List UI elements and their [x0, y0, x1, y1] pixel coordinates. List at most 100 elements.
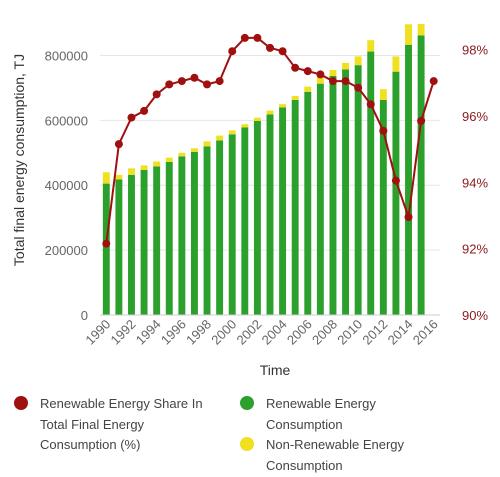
legend: Renewable Energy Share In Total Final Ene…: [0, 388, 500, 477]
y-left-tick-label: 200000: [45, 243, 88, 258]
legend-item[interactable]: Renewable Energy Consumption: [240, 394, 376, 435]
share-point: [102, 239, 111, 248]
share-point: [177, 77, 186, 86]
bar-series: [102, 23, 425, 316]
bar-renewable: [405, 44, 412, 315]
share-point: [165, 80, 174, 89]
share-point: [203, 80, 212, 89]
bar-non-renewable: [128, 168, 135, 175]
legend-label: Renewable Energy Consumption: [266, 394, 376, 435]
share-point: [278, 47, 287, 56]
bar-non-renewable: [153, 161, 161, 167]
bar-non-renewable: [178, 152, 186, 157]
bar-renewable: [228, 134, 236, 315]
share-point: [417, 116, 426, 125]
bar-renewable: [316, 83, 324, 315]
y-right-tick-label: 90%: [462, 308, 488, 323]
bar-renewable: [304, 91, 312, 315]
bar-non-renewable: [228, 130, 236, 135]
legend-label-line: Consumption: [266, 416, 343, 432]
x-tick-label: 2006: [284, 317, 315, 348]
bar-renewable: [102, 183, 110, 315]
legend-label: Non-Renewable Energy Consumption: [266, 435, 404, 476]
share-point: [266, 43, 274, 52]
share-point: [391, 176, 400, 185]
bar-renewable: [253, 120, 261, 315]
line-series: [102, 33, 438, 248]
bar-non-renewable: [291, 96, 299, 100]
bar-renewable: [392, 71, 400, 316]
bar-renewable: [128, 174, 135, 315]
bar-non-renewable: [165, 157, 173, 162]
bar-non-renewable: [216, 135, 224, 141]
bar-non-renewable: [367, 40, 375, 52]
bar-renewable: [367, 51, 375, 315]
bar-non-renewable: [316, 77, 324, 84]
legend-item[interactable]: Renewable Energy Share In Total Final Ene…: [14, 394, 203, 456]
bar-renewable: [354, 65, 362, 315]
bar-renewable: [329, 75, 337, 315]
y-left-tick-label: 400000: [45, 178, 88, 193]
share-point: [240, 33, 249, 42]
x-tick-label: 2010: [334, 317, 365, 348]
share-point: [379, 126, 388, 135]
bar-renewable: [153, 166, 161, 315]
combo-chart: 0 200000 400000 600000 800000 90% 92% 94% 96% 98%…: [11, 23, 488, 378]
share-point: [354, 83, 363, 92]
legend-label-line: Consumption (%): [40, 437, 141, 452]
share-point: [341, 77, 350, 86]
bar-renewable: [241, 127, 249, 316]
x-tick-label: 2014: [385, 317, 416, 348]
legend-label-line: Non-Renewable Energy: [266, 437, 405, 452]
y-right-tick-label: 98%: [462, 43, 488, 58]
y-right-tick-label: 94%: [462, 175, 488, 190]
share-point: [140, 106, 149, 115]
bar-renewable: [165, 161, 173, 315]
legend-item[interactable]: Non-Renewable Energy Consumption: [240, 435, 404, 476]
legend-label-line: Renewable Energy Share In: [40, 396, 203, 411]
bar-non-renewable: [241, 124, 249, 128]
share-point: [215, 77, 224, 86]
x-tick-label: 1996: [158, 317, 189, 348]
bar-renewable: [379, 99, 387, 315]
bar-renewable: [266, 114, 274, 315]
legend-label-line: Renewable Energy: [266, 396, 376, 411]
share-point: [366, 100, 375, 109]
bar-non-renewable: [140, 165, 148, 170]
share-point: [114, 140, 123, 149]
x-tick-label: 2008: [309, 317, 340, 348]
legend-label-line: Consumption: [266, 457, 343, 473]
bar-non-renewable: [115, 174, 123, 180]
share-point: [316, 70, 325, 79]
bar-non-renewable: [102, 172, 110, 184]
share-point: [328, 77, 337, 86]
y-right-tick-label: 92%: [462, 242, 488, 257]
bar-renewable: [140, 169, 148, 315]
x-tick-label: 1998: [183, 317, 214, 348]
bar-renewable: [190, 151, 198, 315]
x-tick-label: 1994: [133, 317, 164, 348]
y-axis-title: Total final energy consumption, TJ: [11, 54, 27, 266]
share-point: [291, 63, 300, 72]
legend-marker: [240, 396, 254, 410]
bar-non-renewable: [304, 86, 312, 92]
bar-renewable: [342, 69, 350, 315]
bar-renewable: [279, 107, 287, 315]
bar-non-renewable: [266, 110, 274, 115]
bar-non-renewable: [417, 23, 425, 36]
x-tick-label: 2012: [359, 317, 390, 348]
bar-non-renewable: [354, 56, 362, 66]
legend-marker: [240, 437, 254, 451]
x-tick-label: 2000: [208, 317, 239, 348]
bar-non-renewable: [190, 148, 198, 152]
share-point: [429, 77, 438, 86]
y-right-tick-label: 96%: [462, 109, 488, 124]
x-tick-label: 2016: [410, 317, 441, 348]
bar-non-renewable: [203, 141, 211, 147]
bar-renewable: [178, 156, 186, 315]
bar-renewable: [417, 35, 425, 315]
bar-renewable: [115, 179, 123, 315]
legend-marker: [14, 396, 28, 410]
bar-non-renewable: [405, 24, 412, 45]
